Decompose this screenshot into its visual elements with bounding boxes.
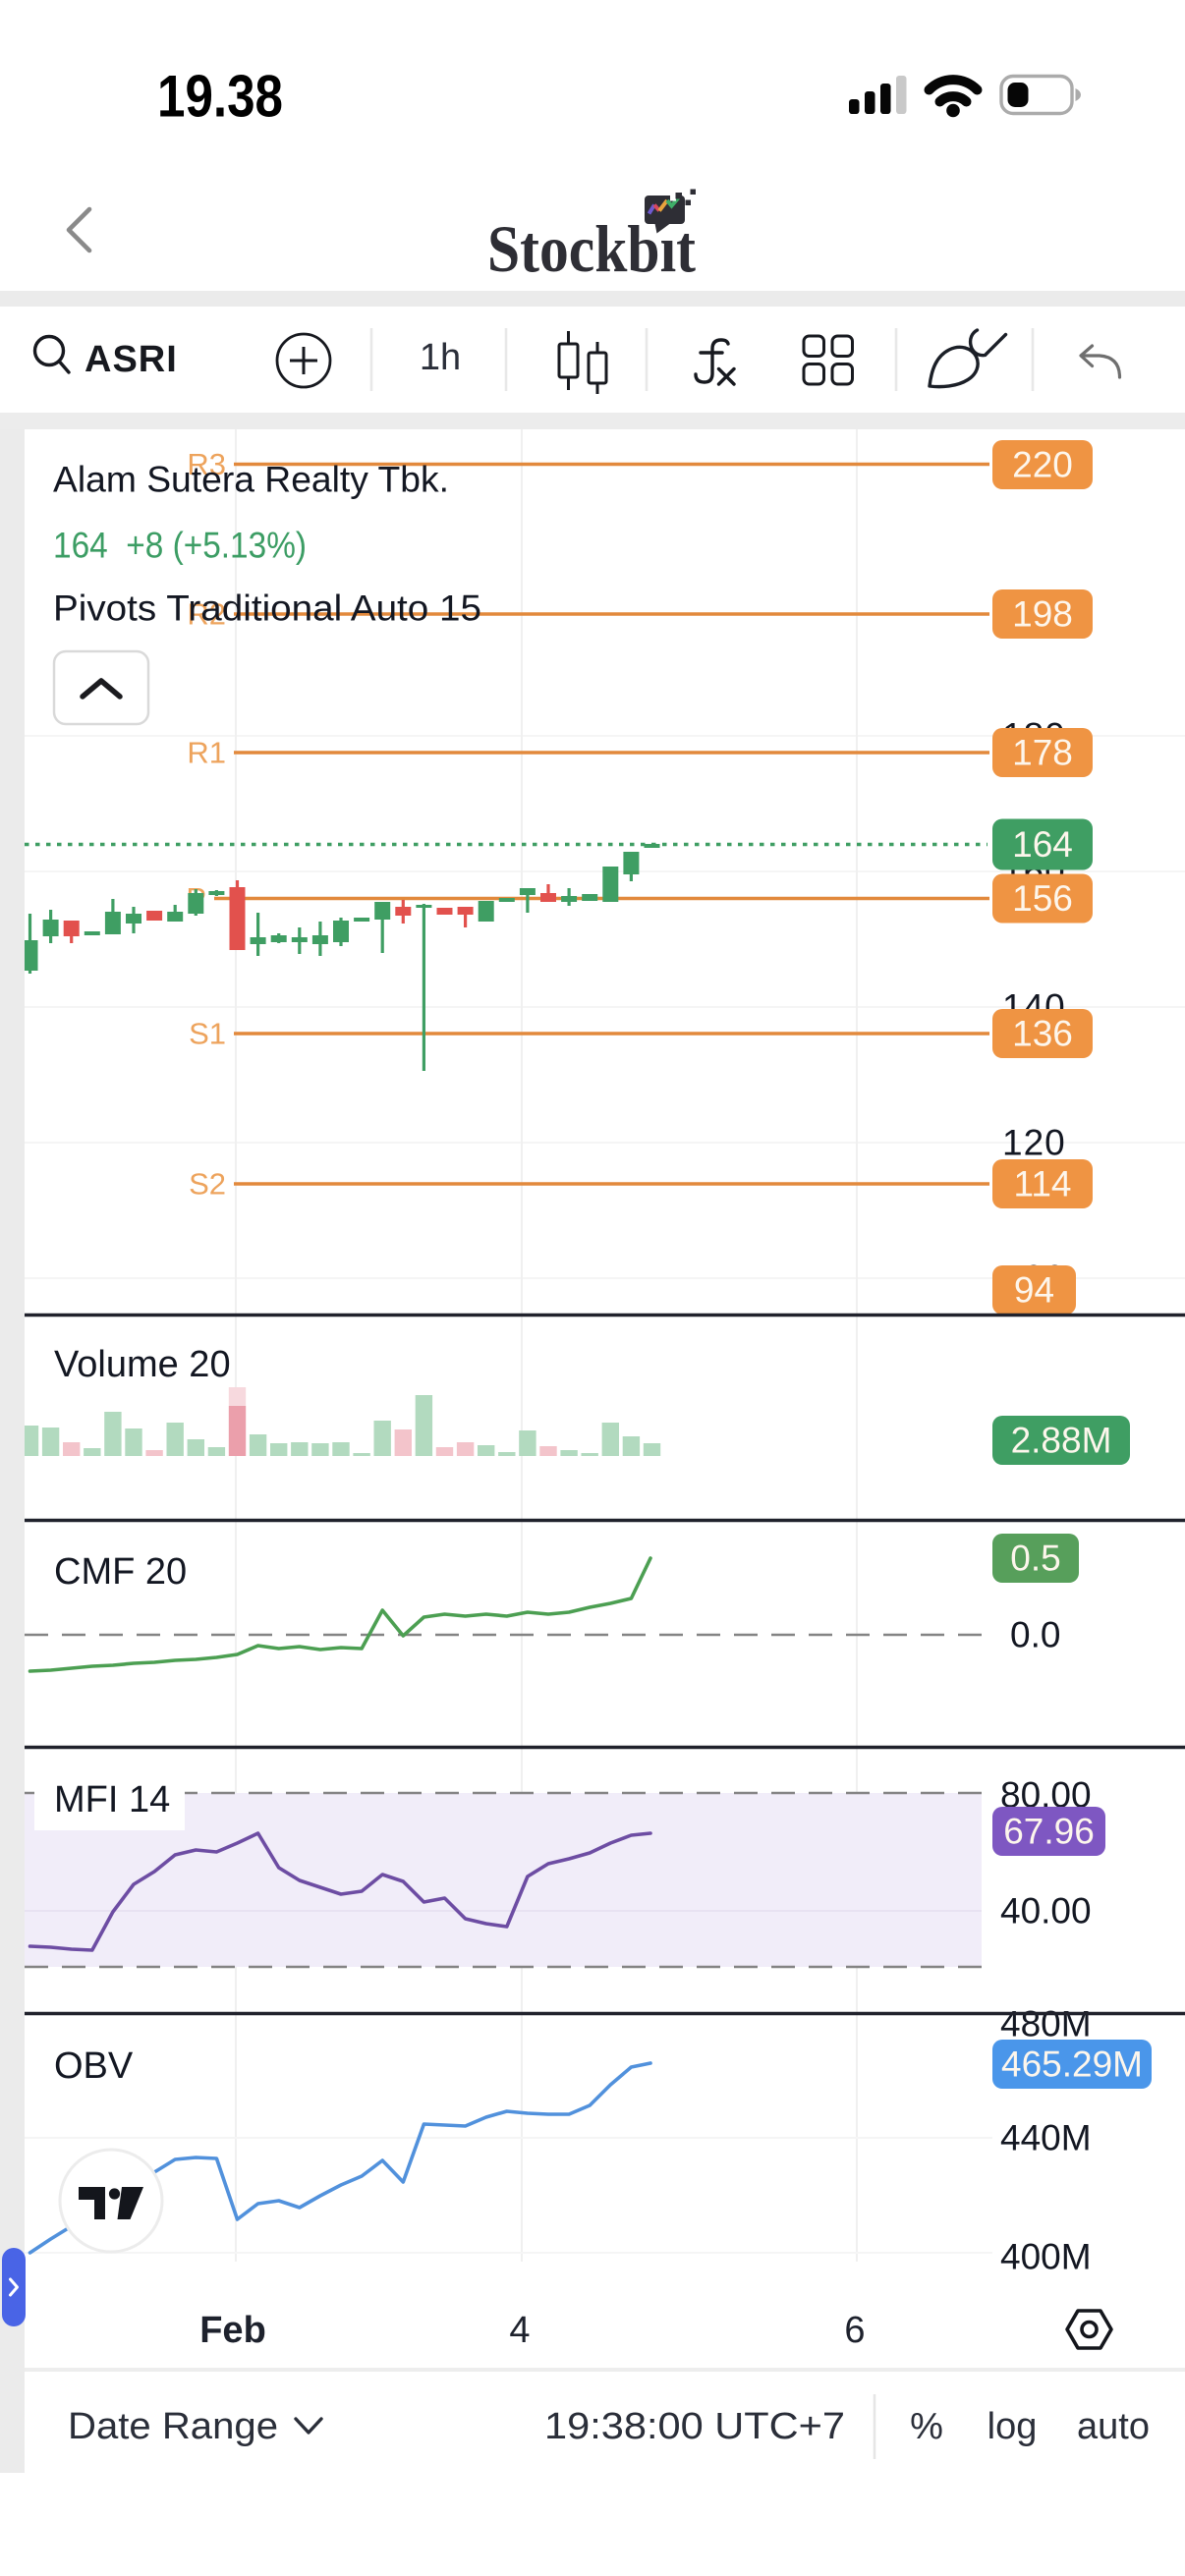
svg-text:Date Range: Date Range	[68, 2406, 278, 2447]
svg-text:%: %	[910, 2406, 943, 2447]
svg-text:164: 164	[1012, 824, 1073, 865]
svg-text:0.5: 0.5	[1010, 1539, 1060, 1579]
svg-text:156: 156	[1012, 878, 1073, 919]
svg-text:480M: 480M	[1000, 2004, 1092, 2044]
svg-text:ASRI: ASRI	[85, 339, 178, 380]
svg-text:CMF 20: CMF 20	[54, 1551, 187, 1593]
svg-text:2.88M: 2.88M	[1011, 1421, 1112, 1461]
svg-text:OBV: OBV	[54, 2045, 134, 2087]
svg-text:400M: 400M	[1000, 2237, 1092, 2277]
svg-text:178: 178	[1012, 733, 1073, 773]
svg-text:R2: R2	[187, 597, 226, 632]
svg-text:136: 136	[1012, 1014, 1073, 1054]
svg-text:198: 198	[1012, 594, 1073, 635]
svg-text:67.96: 67.96	[1003, 1812, 1095, 1852]
svg-text:465.29M: 465.29M	[1001, 2044, 1143, 2085]
svg-text:120: 120	[1002, 1123, 1066, 1163]
svg-text:40.00: 40.00	[1000, 1891, 1092, 1932]
svg-text:114: 114	[1014, 1164, 1072, 1204]
svg-text:4: 4	[509, 2310, 530, 2351]
svg-text:1h: 1h	[420, 337, 461, 378]
svg-text:log: log	[988, 2406, 1038, 2447]
svg-text:S1: S1	[189, 1017, 226, 1051]
svg-text:164 +8 (+5.13%): 164 +8 (+5.13%)	[53, 526, 307, 566]
svg-text:19.38: 19.38	[157, 64, 283, 130]
svg-text:R3: R3	[187, 447, 226, 481]
svg-text:Feb: Feb	[199, 2310, 266, 2351]
svg-text:0.0: 0.0	[1010, 1615, 1060, 1655]
svg-text:440M: 440M	[1000, 2118, 1092, 2158]
svg-text:220: 220	[1012, 445, 1073, 485]
svg-text:6: 6	[844, 2310, 865, 2351]
svg-text:auto: auto	[1077, 2406, 1150, 2447]
svg-text:Alam Sutera Realty Tbk.: Alam Sutera Realty Tbk.	[53, 460, 449, 500]
svg-text:S2: S2	[189, 1167, 226, 1202]
svg-text:94: 94	[1014, 1270, 1054, 1311]
svg-text:MFI 14: MFI 14	[54, 1779, 170, 1820]
svg-text:19:38:00 UTC+7: 19:38:00 UTC+7	[544, 2406, 845, 2447]
svg-text:R1: R1	[187, 736, 226, 770]
svg-text:Volume 20: Volume 20	[54, 1344, 231, 1385]
svg-text:Pivots Traditional Auto 15: Pivots Traditional Auto 15	[53, 588, 481, 629]
